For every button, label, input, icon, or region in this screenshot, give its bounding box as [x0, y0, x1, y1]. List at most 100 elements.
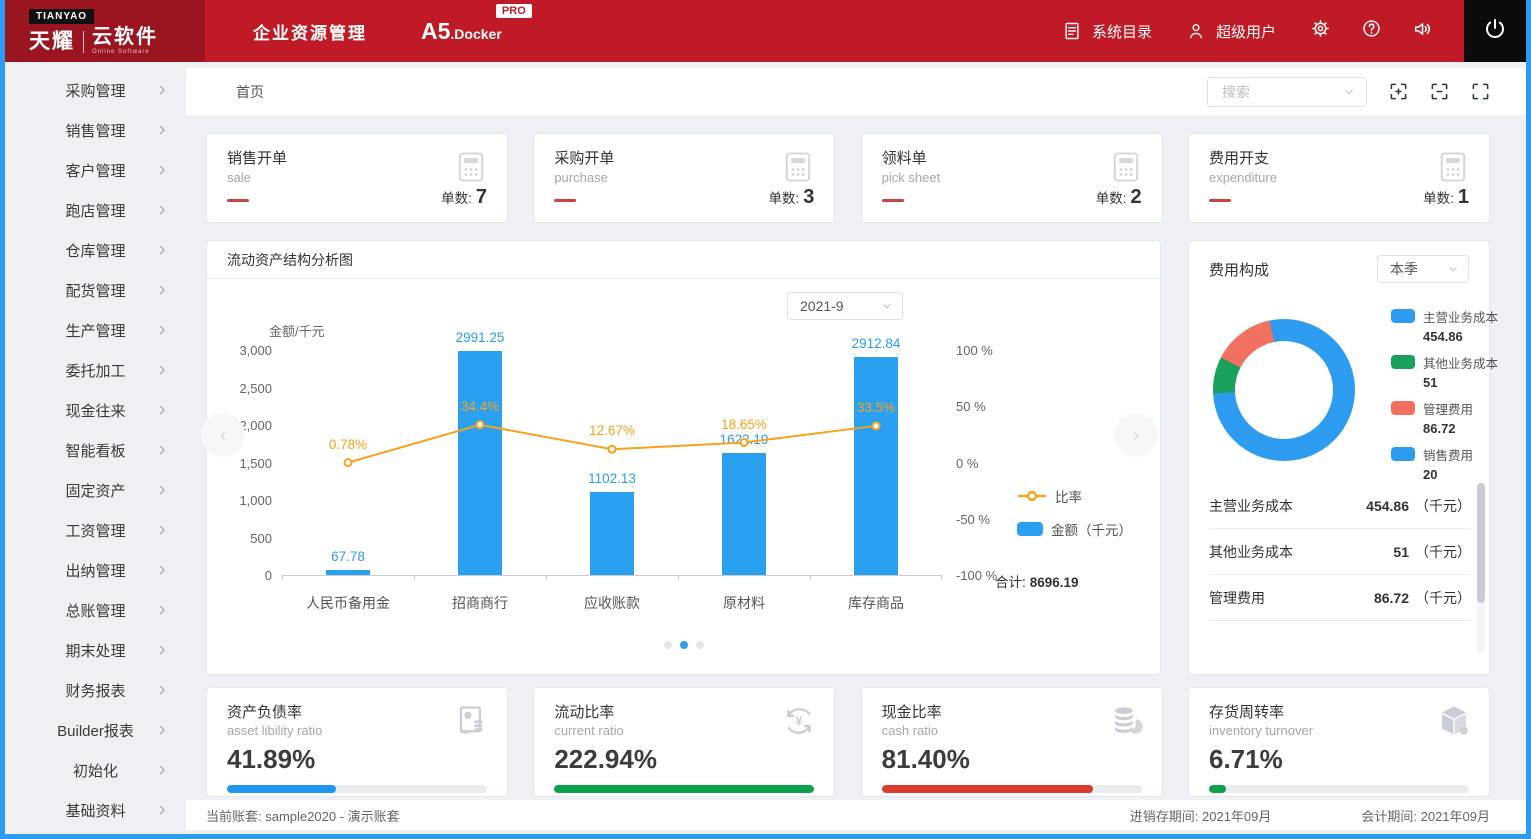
carousel-dot-2[interactable]: [695, 641, 704, 649]
stat-card-expenditure[interactable]: 费用开支 expenditure 单数: 1: [1187, 133, 1490, 223]
user-icon: [1186, 21, 1206, 41]
ratio-card-title: 现金比率: [881, 704, 942, 721]
chevron-right-icon: [159, 165, 165, 175]
carousel-dot-0[interactable]: [663, 641, 672, 649]
sidebar-item-客户管理[interactable]: 客户管理: [5, 150, 186, 190]
search-placeholder: 搜索: [1222, 83, 1250, 100]
header-main: 企业资源管理 A5 .Docker PRO 系统目录 超级用户: [205, 0, 1464, 62]
brand-badge: TIANYAO: [29, 9, 95, 24]
legend-color-chip: [1391, 309, 1415, 323]
sidebar-item-销售管理[interactable]: 销售管理: [5, 110, 186, 150]
ratio-progress-track: [554, 785, 815, 793]
donut-legend-item-3[interactable]: 销售费用 20: [1391, 445, 1498, 482]
sidebar-item-label: 仓库管理: [65, 242, 126, 260]
brand-logo[interactable]: TIANYAO 天耀 云软件 Online Software: [5, 0, 205, 62]
ratio-card-value: 222.94%: [554, 744, 657, 774]
stat-card-count: 单数: 2: [1096, 186, 1142, 209]
logout-button[interactable]: [1464, 0, 1526, 62]
bar-应收账款[interactable]: [590, 492, 634, 575]
donut-legend-item-0[interactable]: 主营业务成本 454.86: [1391, 307, 1498, 344]
y-axis-tick-left: 2,500: [239, 380, 272, 396]
chevron-right-icon: [156, 684, 168, 696]
sidebar-item-工资管理[interactable]: 工资管理: [5, 510, 186, 550]
sidebar-item-初始化[interactable]: 初始化: [5, 750, 186, 790]
chevron-right-icon: [156, 284, 168, 296]
currency-cycle-icon: ¥: [780, 702, 818, 745]
sidebar-item-固定资产[interactable]: 固定资产: [5, 470, 186, 510]
sidebar-item-智能看板[interactable]: 智能看板: [5, 430, 186, 470]
y-axis-tick-left: 500: [250, 530, 272, 546]
sidebar-item-仓库管理[interactable]: 仓库管理: [5, 230, 186, 270]
expense-row[interactable]: 管理费用 86.72 （千元）: [1209, 575, 1471, 621]
ratio-card-asset-libility-ratio[interactable]: 资产负债率 asset libility ratio 41.89%: [206, 687, 508, 797]
bar-招商商行[interactable]: [458, 350, 502, 575]
bar-库存商品[interactable]: [854, 356, 898, 575]
ratio-card-current-ratio[interactable]: 流动比率 current ratio ¥222.94%: [533, 687, 836, 797]
carousel-prev-button[interactable]: ‹: [201, 413, 245, 457]
sidebar-item-配货管理[interactable]: 配货管理: [5, 270, 186, 310]
report-icon: [453, 702, 491, 745]
expense-row[interactable]: 其他业务成本 51 （千元）: [1209, 529, 1471, 575]
donut-hole: [1235, 341, 1333, 439]
legend-color-chip: [1391, 401, 1415, 415]
help-button[interactable]: [1361, 18, 1382, 44]
sidebar-item-期末处理[interactable]: 期末处理: [5, 630, 186, 670]
system-directory-button[interactable]: 系统目录: [1062, 21, 1152, 42]
chevron-right-icon: [159, 805, 165, 815]
y-axis-tick-left: 3,000: [239, 343, 272, 358]
super-user-button[interactable]: 超级用户: [1186, 21, 1276, 42]
y-axis-tick-right: -50 %: [956, 511, 990, 527]
bar-原材料[interactable]: [722, 453, 766, 575]
ratio-card-value: 41.89%: [227, 744, 316, 774]
svg-text:¥: ¥: [796, 714, 803, 728]
chart-total-value: 8696.19: [1029, 575, 1079, 590]
chart-period-select[interactable]: 2021-9: [787, 292, 903, 320]
sidebar-item-跑店管理[interactable]: 跑店管理: [5, 190, 186, 230]
announcement-button[interactable]: [1412, 18, 1434, 45]
chart-period-value: 2021-9: [800, 298, 844, 314]
donut-legend-item-2[interactable]: 管理费用 86.72: [1391, 399, 1498, 436]
carousel-dot-1[interactable]: [679, 641, 688, 649]
sidebar-item-总账管理[interactable]: 总账管理: [5, 590, 186, 630]
stat-card-title: 领料单: [881, 150, 927, 167]
scrollbar-thumb[interactable]: [1477, 483, 1485, 603]
calculator-icon: [458, 152, 484, 182]
chevron-down-icon: [1449, 266, 1457, 272]
zoom-out-screen-button[interactable]: [1430, 82, 1449, 101]
sidebar-item-财务报表[interactable]: 财务报表: [5, 670, 186, 710]
chevron-right-icon: [156, 404, 168, 416]
sidebar-item-Builder报表[interactable]: Builder报表: [5, 710, 186, 750]
carousel-next-button[interactable]: ›: [1114, 413, 1158, 457]
sidebar-item-采购管理[interactable]: 采购管理: [5, 70, 186, 110]
ratio-card-inventory-turnover[interactable]: 存货周转率 inventory turnover 6.71%: [1187, 687, 1490, 797]
stat-card-pick-sheet[interactable]: 领料单 pick sheet 单数: 2: [860, 133, 1163, 223]
sidebar-item-基础资料[interactable]: 基础资料: [5, 790, 186, 830]
ratio-card-cash-ratio[interactable]: 现金比率 cash ratio 81.40%: [860, 687, 1163, 797]
sidebar-item-现金往来[interactable]: 现金往来: [5, 390, 186, 430]
bar-人民币备用金[interactable]: [326, 569, 370, 575]
sidebar-item-出纳管理[interactable]: 出纳管理: [5, 550, 186, 590]
line-point-marker: [871, 421, 881, 431]
brand-divider: [83, 31, 84, 53]
fullscreen-button[interactable]: [1471, 82, 1490, 101]
chevron-right-icon: [159, 85, 165, 95]
legend-item-amount[interactable]: 金额（千元）: [1017, 519, 1132, 539]
expense-row[interactable]: 主营业务成本 454.86 （千元）: [1209, 483, 1471, 529]
fullscreen-icon: [1472, 83, 1489, 100]
sidebar-item-委托加工[interactable]: 委托加工: [5, 350, 186, 390]
settings-button[interactable]: [1310, 18, 1331, 44]
legend-item-ratio[interactable]: 比率: [1017, 486, 1132, 506]
y-axis-tick-right: 50 %: [956, 399, 986, 415]
zoom-in-screen-button[interactable]: [1389, 82, 1408, 101]
search-input[interactable]: 搜索: [1207, 76, 1367, 107]
sidebar-item-生产管理[interactable]: 生产管理: [5, 310, 186, 350]
x-axis-category-label: 原材料: [723, 594, 765, 611]
tab-home[interactable]: 首页: [236, 83, 264, 100]
ratio-progress-track: [227, 785, 487, 793]
inventory-period-text: 进销存期间: 2021年09月: [1129, 808, 1272, 824]
y-axis-tick-left: 2,000: [239, 418, 272, 433]
donut-legend-item-1[interactable]: 其他业务成本 51: [1391, 353, 1498, 390]
stat-card-purchase[interactable]: 采购开单 purchase 单数: 3: [533, 133, 836, 223]
expense-period-select[interactable]: 本季: [1377, 255, 1469, 283]
stat-card-sale[interactable]: 销售开单 sale 单数: 7: [206, 133, 508, 223]
